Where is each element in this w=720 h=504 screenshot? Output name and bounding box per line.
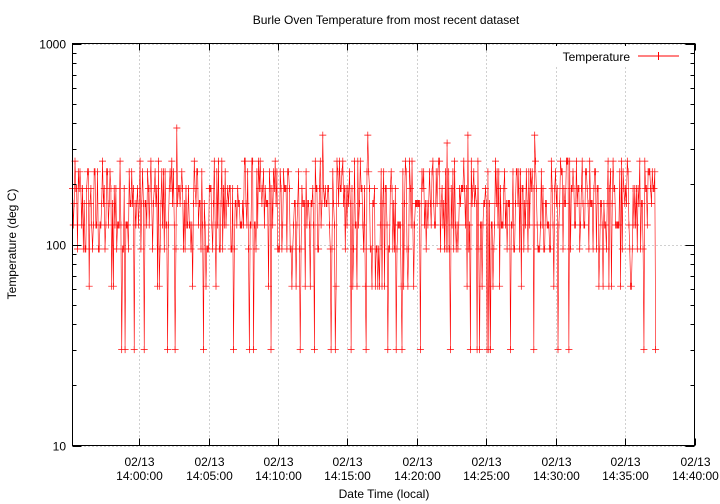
- chart-title: Burle Oven Temperature from most recent …: [253, 13, 520, 27]
- y-axis-label: Temperature (deg C): [5, 189, 19, 300]
- series-line-temperature: [72, 127, 656, 350]
- x-axis-label: Date Time (local): [339, 487, 430, 501]
- legend: Temperature: [532, 46, 687, 66]
- x-tick-label-time: 14:15:00: [324, 469, 371, 483]
- x-tick-label-date: 02/13: [680, 455, 710, 469]
- y-tick-label: 1000: [39, 38, 66, 52]
- x-tick-label-time: 14:20:00: [394, 469, 441, 483]
- x-tick-label-time: 14:35:00: [602, 469, 649, 483]
- y-tick-label: 10: [53, 440, 67, 454]
- legend-marker-temperature: [654, 52, 663, 60]
- x-tick-label-time: 14:00:00: [116, 469, 163, 483]
- x-tick-label-date: 02/13: [263, 455, 293, 469]
- series-temperature: [69, 124, 660, 354]
- axes: 02/1314:00:0002/1314:05:0002/1314:10:000…: [39, 38, 719, 484]
- plot-border: [72, 43, 695, 446]
- grid-lines: [72, 43, 695, 447]
- legend-label-temperature: Temperature: [563, 50, 631, 64]
- x-tick-label-time: 14:25:00: [463, 469, 510, 483]
- x-tick-label-time: 14:30:00: [533, 469, 580, 483]
- x-tick-label-date: 02/13: [124, 455, 154, 469]
- x-tick-label-date: 02/13: [471, 455, 501, 469]
- x-tick-label-date: 02/13: [610, 455, 640, 469]
- x-tick-label-date: 02/13: [332, 455, 362, 469]
- x-tick-label-time: 14:40:00: [672, 469, 719, 483]
- x-tick-label-time: 14:10:00: [255, 469, 302, 483]
- x-tick-label-time: 14:05:00: [186, 469, 233, 483]
- x-tick-label-date: 02/13: [541, 455, 571, 469]
- x-tick-label-date: 02/13: [402, 455, 432, 469]
- x-tick-label-date: 02/13: [194, 455, 224, 469]
- y-tick-label: 100: [46, 239, 66, 253]
